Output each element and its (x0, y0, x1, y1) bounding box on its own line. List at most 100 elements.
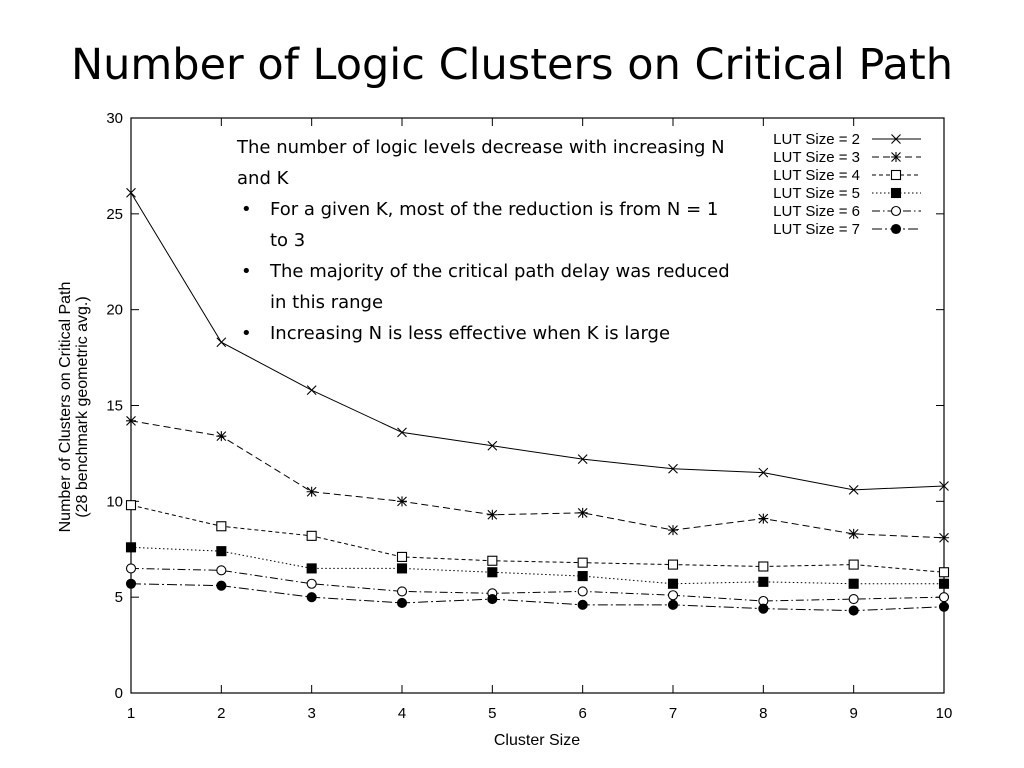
star-marker (126, 415, 136, 426)
y-tick-label: 30 (106, 110, 123, 127)
filled-circle-marker (890, 223, 902, 235)
star-marker (668, 525, 678, 536)
y-tick-label: 25 (106, 206, 123, 223)
x-marker (848, 484, 859, 495)
series-line (130, 546, 944, 585)
filled-circle-marker (938, 601, 950, 612)
x-tick-label: 6 (578, 705, 586, 722)
filled-circle-marker (667, 599, 679, 610)
open-square-marker (758, 561, 769, 572)
series-line (130, 567, 945, 602)
chart-axes: 0 5 10 15 20 25 30 1 2 3 4 5 6 7 8 9 10 (106, 110, 952, 722)
open-square-marker (938, 567, 950, 578)
filled-circle-marker (216, 580, 227, 591)
x-tick-label: 4 (398, 705, 406, 722)
filled-square-marker (758, 576, 769, 587)
series-line (130, 583, 945, 612)
filled-square-marker (848, 578, 859, 589)
legend-label: LUT Size = 7 (773, 221, 860, 238)
open-circle-marker (667, 590, 679, 601)
legend-label: LUT Size = 3 (773, 149, 860, 166)
x-marker (891, 134, 901, 144)
filled-circle-marker (396, 597, 408, 608)
open-circle-marker (306, 578, 317, 589)
filled-circle-marker (125, 578, 137, 589)
series-1 (126, 187, 949, 495)
filled-square-marker (938, 578, 950, 589)
legend-label: LUT Size = 2 (773, 131, 860, 148)
y-tick-label: 0 (115, 685, 123, 702)
x-marker (487, 440, 498, 451)
star-marker (848, 528, 859, 539)
filled-square-marker (487, 567, 498, 578)
series-2 (126, 415, 949, 543)
y-tick-label: 10 (106, 493, 123, 510)
legend-label: LUT Size = 5 (773, 185, 860, 202)
series-line (130, 420, 945, 539)
x-tick-label: 8 (759, 705, 767, 722)
open-square-marker (890, 169, 902, 181)
open-square-marker (216, 521, 227, 532)
series-line (130, 504, 945, 573)
filled-circle-marker (577, 599, 588, 610)
y-tick-label: 5 (115, 589, 123, 606)
x-marker (126, 187, 136, 198)
filled-circle-marker (306, 592, 317, 603)
open-circle-marker (125, 563, 137, 574)
open-square-marker (306, 530, 317, 541)
x-tick-label: 1 (127, 705, 135, 722)
open-circle-marker (848, 594, 859, 605)
open-circle-marker (216, 565, 227, 576)
star-marker (306, 486, 317, 497)
filled-square-marker (216, 546, 227, 557)
series-4 (125, 542, 950, 589)
x-axis-label: Cluster Size (494, 732, 580, 749)
filled-square-marker (306, 563, 317, 574)
x-marker (939, 481, 949, 491)
x-marker (216, 337, 227, 348)
star-marker (891, 152, 901, 162)
open-square-marker (577, 557, 588, 568)
open-circle-marker (577, 586, 588, 597)
open-square-marker (667, 559, 679, 570)
x-tick-label: 9 (849, 705, 857, 722)
annotation-bullets: For a given K, most of the reduction is … (237, 194, 737, 349)
open-square-marker (396, 551, 408, 562)
filled-square-marker (577, 571, 588, 582)
y-axis-label: Number of Clusters on Critical Path (57, 282, 74, 533)
filled-circle-marker (758, 603, 769, 614)
series-5 (125, 563, 950, 607)
star-marker (216, 431, 227, 442)
star-marker (939, 532, 949, 543)
x-marker (306, 385, 317, 396)
filled-circle-marker (848, 605, 859, 616)
x-tick-label: 3 (307, 705, 315, 722)
x-tick-label: 2 (217, 705, 225, 722)
filled-square-marker (890, 187, 902, 199)
annotation-bullet: Increasing N is less effective when K is… (237, 318, 737, 349)
x-tick-label: 5 (488, 705, 496, 722)
open-square-marker (487, 555, 498, 566)
x-marker (758, 467, 769, 478)
series-3 (125, 500, 950, 578)
y-tick-label: 20 (106, 302, 123, 319)
y-axis-label-secondary: (28 benchmark geometric avg.) (74, 296, 91, 517)
filled-circle-marker (487, 594, 498, 605)
series-6 (125, 578, 950, 616)
legend-label: LUT Size = 6 (773, 203, 860, 220)
annotation-bullet: The majority of the critical path delay … (237, 256, 737, 318)
filled-square-marker (125, 542, 137, 553)
filled-square-marker (667, 578, 679, 589)
y-tick-label: 15 (106, 398, 123, 415)
open-square-marker (848, 559, 859, 570)
star-marker (397, 496, 407, 507)
open-circle-marker (396, 586, 408, 597)
star-marker (758, 513, 769, 524)
x-marker (397, 427, 407, 438)
x-marker (577, 454, 588, 465)
x-tick-label: 10 (936, 705, 953, 722)
x-tick-label: 7 (669, 705, 677, 722)
annotation-intro: The number of logic levels decrease with… (237, 137, 725, 189)
open-square-marker (125, 500, 137, 511)
